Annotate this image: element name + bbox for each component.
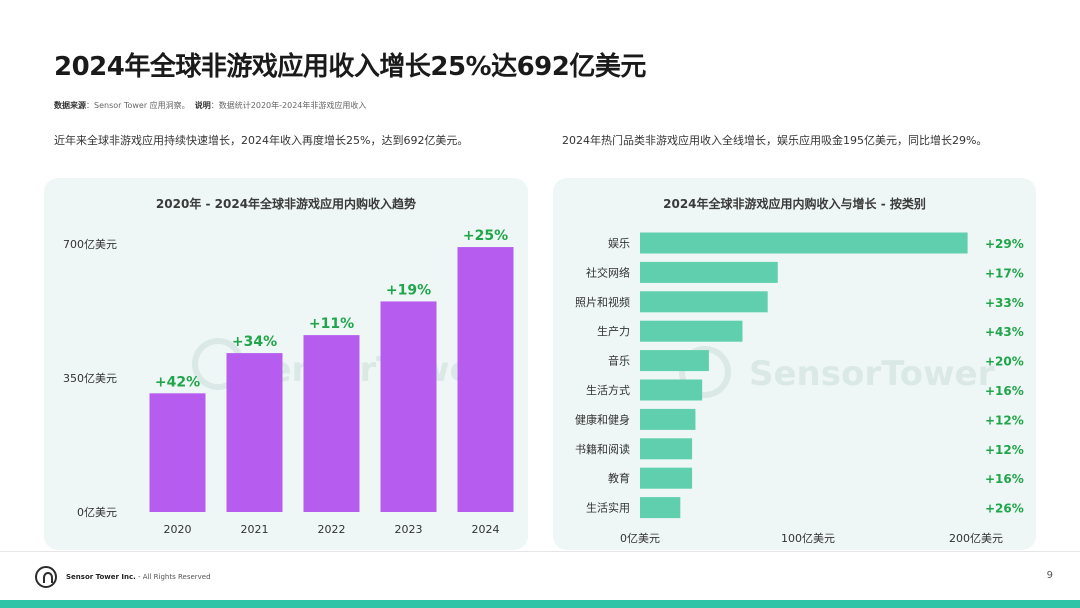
growth-label: +16% bbox=[985, 384, 1024, 398]
x-tick-label: 100亿美元 bbox=[781, 532, 835, 545]
right-description: 2024年热门品类非游戏应用收入全线增长，娱乐应用吸金195亿美元，同比增长29… bbox=[562, 134, 988, 147]
bar-2020 bbox=[149, 393, 206, 512]
bar-教育 bbox=[640, 467, 693, 489]
source-note: 数据来源：Sensor Tower 应用洞察。 说明：数据统计2020年-202… bbox=[54, 100, 366, 111]
x-tick-label: 2023 bbox=[395, 523, 423, 536]
y-tick-label: 350亿美元 bbox=[63, 372, 117, 385]
growth-label: +43% bbox=[985, 325, 1024, 339]
growth-label: +19% bbox=[386, 282, 431, 298]
revenue-trend-chart: 0亿美元 350亿美元 700亿美元 +42% 2020 +34% 2021 +11% 2022… bbox=[63, 228, 514, 536]
growth-label: +33% bbox=[985, 296, 1024, 310]
growth-label: +29% bbox=[985, 237, 1024, 251]
growth-label: +34% bbox=[232, 334, 277, 350]
growth-label: +11% bbox=[309, 316, 354, 332]
growth-label: +25% bbox=[463, 228, 508, 244]
page-number: 9 bbox=[1046, 570, 1053, 581]
category-revenue-chart: 娱乐 +29% 社交网络 +17% 照片和视频 +33% 生产力 +43% 音乐 +20% 生活方式… bbox=[575, 232, 1024, 545]
category-label: 社交网络 bbox=[586, 265, 630, 279]
growth-label: +12% bbox=[985, 443, 1024, 457]
growth-label: +20% bbox=[985, 355, 1024, 369]
category-label: 音乐 bbox=[608, 354, 630, 368]
bar-健康和健身 bbox=[640, 408, 696, 430]
category-label: 教育 bbox=[608, 471, 630, 485]
x-tick-label: 200亿美元 bbox=[949, 532, 1003, 545]
footer-company: Sensor Tower Inc. bbox=[66, 573, 136, 581]
category-label: 健康和健身 bbox=[575, 412, 630, 426]
bar-娱乐 bbox=[640, 232, 968, 254]
note-label: 说明 bbox=[194, 101, 211, 110]
source-label: 数据来源 bbox=[54, 101, 86, 110]
source-text: ：Sensor Tower 应用洞察。 bbox=[86, 101, 190, 110]
bar-生活方式 bbox=[640, 379, 703, 401]
bar-2021 bbox=[226, 353, 283, 512]
page-title: 2024年全球非游戏应用收入增长25%达692亿美元 bbox=[54, 52, 646, 82]
y-tick-label: 700亿美元 bbox=[63, 238, 117, 251]
bar-生产力 bbox=[640, 320, 743, 342]
category-chart-title: 2024年全球非游戏应用内购收入与增长 - 按类别 bbox=[663, 197, 926, 211]
growth-label: +26% bbox=[985, 502, 1024, 516]
footer-copyright: Sensor Tower Inc. - All Rights Reserved bbox=[66, 573, 211, 581]
bar-2022 bbox=[303, 335, 360, 512]
growth-label: +42% bbox=[155, 374, 200, 390]
growth-label: +12% bbox=[985, 413, 1024, 427]
y-tick-label: 0亿美元 bbox=[77, 506, 117, 519]
bar-生活实用 bbox=[640, 497, 681, 519]
category-label: 娱乐 bbox=[608, 236, 630, 250]
growth-label: +16% bbox=[985, 472, 1024, 486]
bar-照片和视频 bbox=[640, 291, 768, 313]
x-tick-label: 0亿美元 bbox=[620, 532, 660, 545]
note-text: ：数据统计2020年-2024年非游戏应用收入 bbox=[210, 101, 367, 110]
category-label: 照片和视频 bbox=[575, 295, 630, 309]
sensor-tower-logo-icon bbox=[35, 566, 57, 588]
category-revenue-panel: SensorTower 2024年全球非游戏应用内购收入与增长 - 按类别 娱乐… bbox=[553, 178, 1036, 550]
bar-音乐 bbox=[640, 350, 709, 372]
footer-divider bbox=[0, 551, 1080, 552]
left-description: 近年来全球非游戏应用持续快速增长，2024年收入再度增长25%，达到692亿美元… bbox=[54, 134, 469, 147]
bar-书籍和阅读 bbox=[640, 438, 693, 460]
x-tick-label: 2020 bbox=[164, 523, 192, 536]
bar-社交网络 bbox=[640, 261, 778, 283]
category-label: 生产力 bbox=[597, 324, 630, 338]
category-label: 生活方式 bbox=[586, 383, 630, 397]
footer-rights: - All Rights Reserved bbox=[135, 573, 211, 581]
growth-label: +17% bbox=[985, 266, 1024, 280]
category-label: 生活实用 bbox=[586, 501, 630, 515]
x-tick-label: 2022 bbox=[318, 523, 346, 536]
trend-chart-title: 2020年 - 2024年全球非游戏应用内购收入趋势 bbox=[155, 197, 417, 211]
category-label: 书籍和阅读 bbox=[575, 442, 630, 456]
revenue-trend-panel: SensorTower 2020年 - 2024年全球非游戏应用内购收入趋势 0… bbox=[44, 178, 528, 550]
bottom-accent-bar bbox=[0, 600, 1080, 608]
x-tick-label: 2024 bbox=[472, 523, 500, 536]
bar-2024 bbox=[457, 247, 514, 512]
x-tick-label: 2021 bbox=[241, 523, 269, 536]
bar-2023 bbox=[380, 301, 437, 512]
